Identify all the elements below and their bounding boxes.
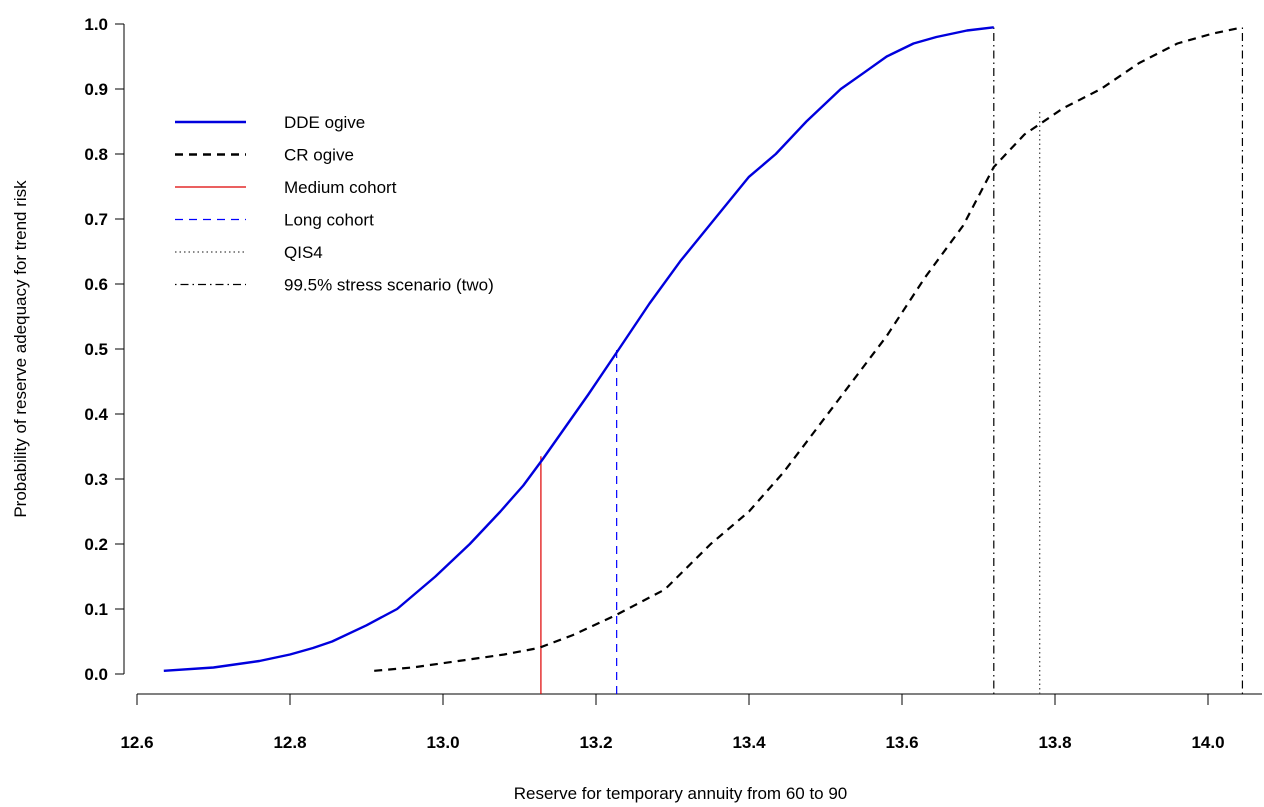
y-axis: 0.0 0.1 0.2 0.3 0.4 0.5 0.6 0.7 0.8 0.9 1.0 — [84, 15, 125, 684]
y-tick-label: 0.2 — [84, 535, 108, 554]
y-tick-label: 0.3 — [84, 470, 108, 489]
x-tick-label: 13.4 — [732, 733, 766, 752]
series-dde-ogive — [163, 26, 994, 672]
x-tick-label: 13.8 — [1038, 733, 1071, 752]
x-axis: 12.6 12.8 13.0 13.2 13.4 13.6 13.8 14.0 — [120, 693, 1262, 752]
x-tick-label: 12.8 — [273, 733, 306, 752]
y-tick-label: 0.6 — [84, 275, 108, 294]
y-axis-label: Probability of reserve adequacy for tren… — [11, 180, 30, 518]
legend: DDE ogive CR ogive Medium cohort Long cohor… — [175, 113, 494, 295]
legend-label: QIS4 — [284, 243, 323, 262]
y-tick-label: 0.0 — [84, 665, 108, 684]
reference-lines — [540, 24, 1244, 694]
legend-label: 99.5% stress scenario (two) — [284, 276, 494, 295]
y-tick-label: 0.8 — [84, 145, 108, 164]
x-tick-label: 12.6 — [120, 733, 153, 752]
x-tick-label: 13.0 — [426, 733, 459, 752]
y-tick-label: 1.0 — [84, 15, 108, 34]
legend-label: Long cohort — [284, 211, 374, 230]
y-tick-label: 0.1 — [84, 600, 108, 619]
y-tick-label: 0.9 — [84, 80, 108, 99]
legend-label: Medium cohort — [284, 178, 397, 197]
y-tick-label: 0.4 — [84, 405, 108, 424]
legend-label: DDE ogive — [284, 113, 365, 132]
series-lines — [163, 26, 1243, 672]
x-axis-label: Reserve for temporary annuity from 60 to… — [514, 784, 848, 803]
y-tick-label: 0.5 — [84, 340, 108, 359]
y-tick-label: 0.7 — [84, 210, 108, 229]
x-tick-label: 13.6 — [885, 733, 918, 752]
series-cr-ogive — [374, 26, 1243, 672]
x-tick-label: 13.2 — [579, 733, 612, 752]
x-tick-label: 14.0 — [1191, 733, 1224, 752]
legend-label: CR ogive — [284, 146, 354, 165]
